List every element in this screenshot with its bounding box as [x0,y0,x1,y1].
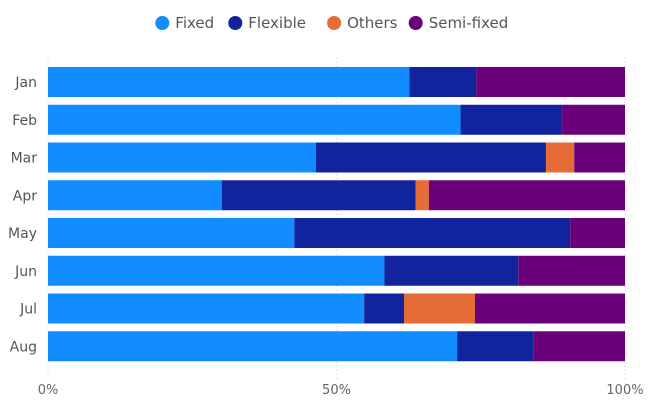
category-label-apr: Apr [13,188,37,204]
x-axis-ticks: 0% 50% 100% [38,383,644,398]
legend-swatch-semi-fixed [408,16,423,30]
bar-feb-flexible[interactable] [460,104,563,135]
bar-aug-semi-fixed[interactable] [533,331,625,362]
bar-mar-others[interactable] [545,142,575,173]
bar-jan-fixed[interactable] [48,67,410,97]
bar-mar-semi-fixed[interactable] [574,142,625,173]
bar-jul-others[interactable] [404,293,475,324]
category-labels: Jan Feb Mar Apr May Jun Jul Aug [8,75,37,355]
bar-jul-flexible[interactable] [364,293,405,324]
legend-label-semi-fixed: Semi-fixed [429,14,509,32]
bar-jul-semi-fixed[interactable] [474,293,625,324]
bar-aug-flexible[interactable] [457,331,534,362]
bar-row-apr [48,180,625,211]
x-tick-label-50: 50% [322,383,351,398]
legend-swatch-others [327,16,342,30]
bar-apr-fixed[interactable] [48,180,222,211]
category-label-jun: Jun [14,264,37,280]
x-tick-label-0: 0% [38,383,59,398]
x-tick-label-100: 100% [606,383,643,398]
bar-may-flexible[interactable] [294,218,571,248]
bar-row-jan [48,67,625,97]
legend-label-fixed: Fixed [175,14,214,32]
bar-may-fixed[interactable] [48,218,295,248]
bar-feb-semi-fixed[interactable] [562,104,625,135]
bar-row-may [48,218,625,248]
bar-row-mar [48,142,625,173]
bar-row-feb [48,104,625,135]
bar-mar-fixed[interactable] [48,142,316,173]
bar-jun-semi-fixed[interactable] [518,255,625,286]
legend-item-fixed[interactable]: Fixed [155,14,214,32]
legend-swatch-flexible [228,16,243,30]
bar-jun-flexible[interactable] [384,255,519,286]
category-label-jul: Jul [19,302,37,318]
bar-jun-fixed[interactable] [48,255,385,286]
bar-jan-flexible[interactable] [409,67,477,97]
bar-row-jul [48,293,625,324]
legend-item-others[interactable]: Others [327,14,398,32]
category-label-may: May [8,226,37,242]
bar-feb-fixed[interactable] [48,104,461,135]
category-label-mar: Mar [11,151,38,167]
category-label-jan: Jan [14,75,37,91]
bar-may-semi-fixed[interactable] [570,218,625,248]
bars [48,67,625,362]
legend-item-semi-fixed[interactable]: Semi-fixed [408,14,509,32]
bar-jan-semi-fixed[interactable] [476,67,625,97]
bar-row-aug [48,331,625,362]
legend: Fixed Flexible Others Semi-fixed [155,14,508,32]
bar-apr-semi-fixed[interactable] [428,180,625,211]
category-label-aug: Aug [10,339,37,355]
category-label-feb: Feb [12,113,37,129]
legend-swatch-fixed [155,16,170,30]
bar-row-jun [48,255,625,286]
legend-label-flexible: Flexible [248,14,306,32]
bar-mar-flexible[interactable] [315,142,546,173]
legend-label-others: Others [347,14,398,32]
bar-jul-fixed[interactable] [48,293,365,324]
bar-apr-flexible[interactable] [221,180,416,211]
legend-item-flexible[interactable]: Flexible [228,14,306,32]
bar-aug-fixed[interactable] [48,331,458,362]
bar-apr-others[interactable] [415,180,429,211]
